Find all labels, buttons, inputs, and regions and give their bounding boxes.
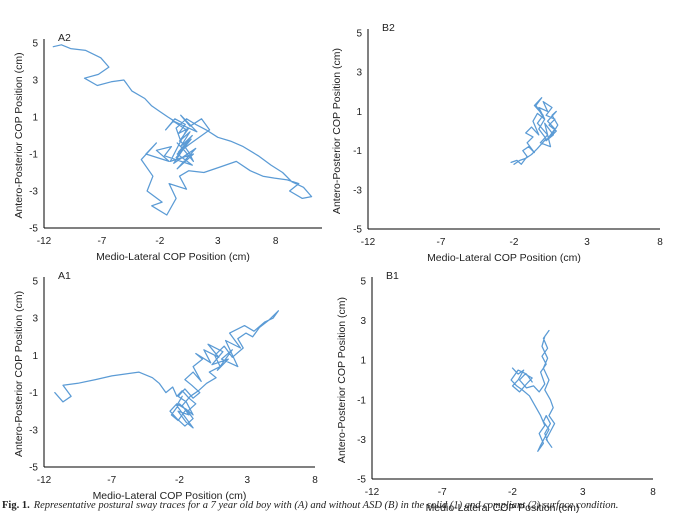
y-tick-label: 5 [360, 277, 366, 288]
y-axis-title: Antero-Posterior COP Position (cm) [13, 291, 25, 457]
x-tick-label: 3 [584, 237, 590, 248]
sway-trace-line [52, 44, 313, 216]
x-tick-label: -7 [437, 237, 446, 248]
panel-label: B1 [386, 270, 399, 282]
panel-b1: -5 -3 -1 1 3 5 -12 -7 -2 3 8 Medio-Lateral COP Posi… [336, 270, 656, 514]
y-tick-label: -1 [29, 388, 38, 399]
y-tick-label: -3 [29, 187, 38, 198]
x-tick-label: -2 [155, 236, 164, 247]
y-tick-label: 3 [356, 68, 362, 79]
x-tick-label: 8 [312, 475, 318, 486]
y-tick-label: -1 [357, 395, 366, 406]
x-tick-label: -2 [508, 487, 517, 498]
y-tick-label: 3 [32, 314, 38, 325]
x-tick-label: -2 [175, 475, 184, 486]
panel-label: A2 [58, 32, 71, 44]
y-tick-label: 3 [32, 76, 38, 87]
figure-caption-text: Representative postural sway traces for … [33, 500, 619, 511]
sway-trace-line [510, 329, 556, 452]
figure-number: Fig. 1. [2, 500, 30, 511]
panel-b2: -5 -3 -1 1 3 5 -12 -7 -2 3 8 Medio-Lateral COP Posi… [331, 22, 663, 264]
x-tick-label: -7 [107, 475, 116, 486]
y-tick-label: 5 [356, 29, 362, 40]
figure-caption: Fig. 1. Representative postural sway trac… [2, 499, 680, 513]
x-tick-label: -7 [97, 236, 106, 247]
y-tick-label: -5 [29, 224, 38, 235]
x-tick-label: 3 [580, 487, 586, 498]
y-tick-label: 5 [32, 39, 38, 50]
y-tick-label: -3 [353, 185, 362, 196]
y-tick-label: 1 [32, 351, 38, 362]
y-tick-label: -5 [353, 225, 362, 236]
x-tick-label: 8 [657, 237, 663, 248]
y-tick-label: -1 [29, 150, 38, 161]
sway-trace-line [510, 97, 559, 165]
panel-a2: -5 -3 -1 1 3 5 -12 -7 -2 3 8 Medio-Lateral COP Posi… [13, 32, 322, 263]
y-axis-title: Antero-Posterior COP Position (cm) [13, 52, 25, 218]
x-tick-label: -12 [365, 487, 380, 498]
y-tick-label: 1 [360, 356, 366, 367]
x-tick-label: 3 [215, 236, 221, 247]
x-axis-title: Medio-Lateral COP Position (cm) [93, 490, 247, 502]
y-tick-label: -5 [29, 463, 38, 474]
y-tick-label: 3 [360, 316, 366, 327]
x-tick-label: -7 [438, 487, 447, 498]
y-tick-label: -3 [29, 425, 38, 436]
x-axis-title: Medio-Lateral COP Position (cm) [427, 252, 581, 264]
y-axis-title: Antero-Posterior COP Position (cm) [336, 297, 348, 463]
sway-trace-line [54, 310, 280, 429]
panel-label: A1 [58, 270, 71, 282]
y-tick-label: -3 [357, 435, 366, 446]
x-tick-label: 3 [244, 475, 250, 486]
x-tick-label: -12 [361, 237, 376, 248]
x-tick-label: 8 [273, 236, 279, 247]
x-tick-label: -12 [37, 236, 52, 247]
x-tick-label: 8 [650, 487, 656, 498]
x-axis-title: Medio-Lateral COP Position (cm) [96, 251, 250, 263]
panel-label: B2 [382, 22, 395, 34]
x-tick-label: -2 [510, 237, 519, 248]
y-tick-label: -1 [353, 146, 362, 157]
panel-a1: -5 -3 -1 1 3 5 -12 -7 -2 3 8 Medio-Lateral COP Posi… [13, 270, 318, 502]
y-axis-title: Antero-Posterior COP Position (cm) [331, 48, 343, 214]
x-tick-label: -12 [37, 475, 52, 486]
y-tick-label: -5 [357, 475, 366, 486]
y-tick-label: 1 [32, 113, 38, 124]
y-tick-label: 5 [32, 277, 38, 288]
y-tick-label: 1 [356, 107, 362, 118]
x-axis-title: Medio-Lateral COP Position (cm) [426, 502, 580, 514]
